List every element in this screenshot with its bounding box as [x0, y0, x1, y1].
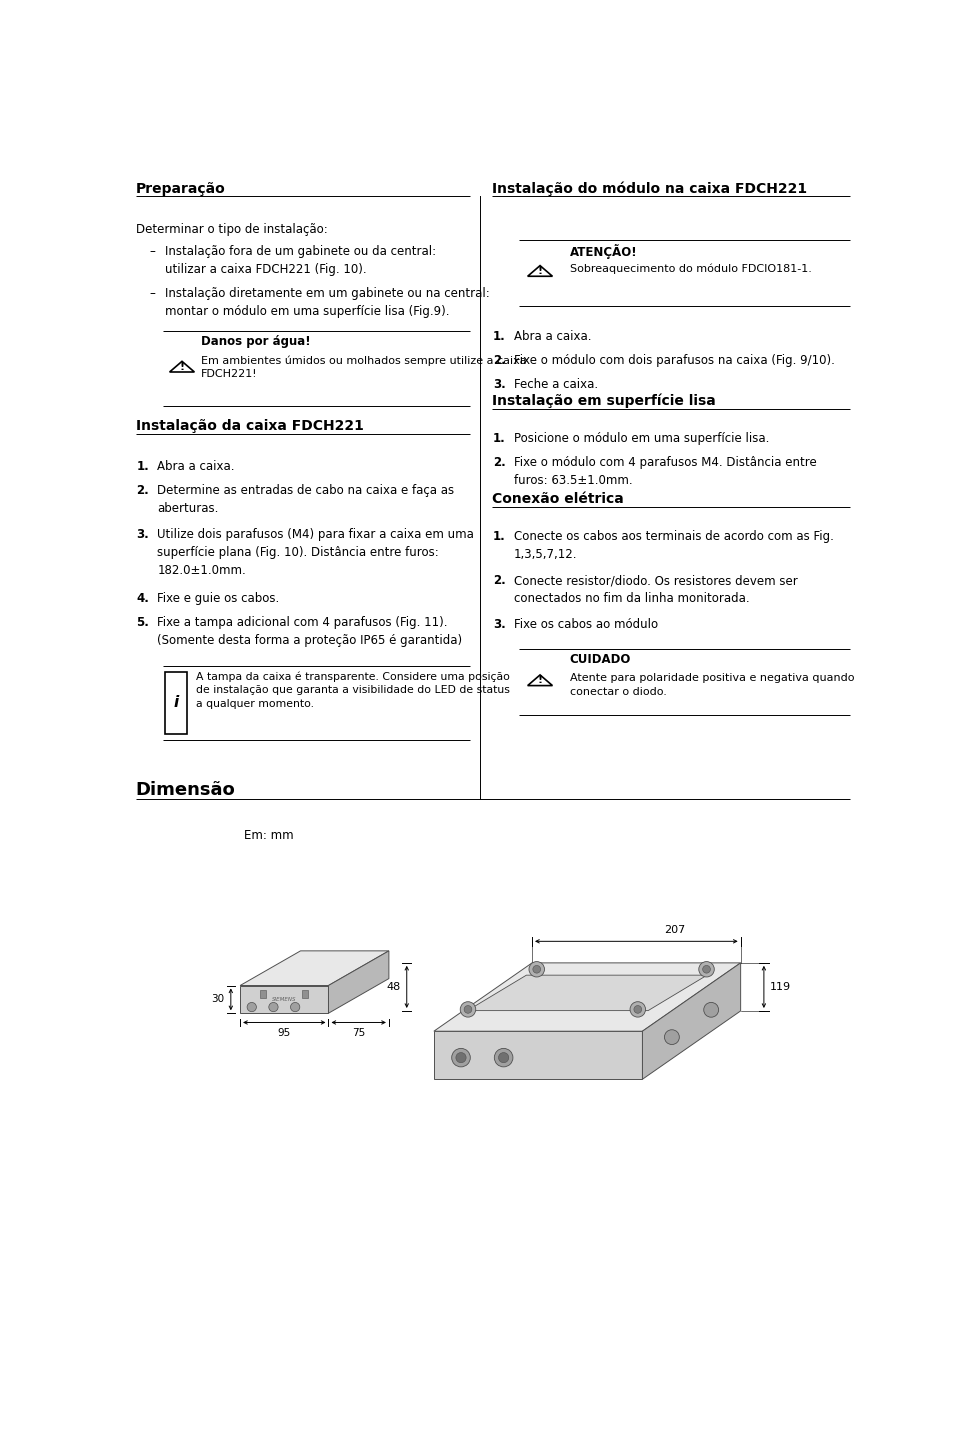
Text: 1.: 1. — [492, 530, 506, 543]
Circle shape — [460, 1002, 476, 1017]
Text: Fixe o módulo com dois parafusos na caixa (Fig. 9/10).: Fixe o módulo com dois parafusos na caix… — [514, 354, 834, 367]
Text: Abra a caixa.: Abra a caixa. — [514, 330, 591, 343]
Text: 5.: 5. — [136, 616, 149, 629]
Text: 95: 95 — [277, 1027, 291, 1037]
Text: 1.: 1. — [492, 432, 506, 446]
Text: !: ! — [180, 362, 184, 372]
Text: Atente para polaridade positiva e negativa quando
conectar o diodo.: Atente para polaridade positiva e negati… — [569, 673, 854, 697]
Text: 4.: 4. — [136, 592, 149, 604]
Text: 2.: 2. — [492, 574, 506, 587]
Text: 30: 30 — [211, 995, 225, 1005]
Text: !: ! — [538, 676, 542, 684]
Text: 119: 119 — [770, 982, 791, 992]
Text: –: – — [150, 287, 156, 300]
Polygon shape — [240, 950, 389, 986]
Text: Conecte resistor/diodo. Os resistores devem ser
conectados no fim da linha monit: Conecte resistor/diodo. Os resistores de… — [514, 574, 798, 606]
Text: Instalação fora de um gabinete ou da central:
utilizar a caixa FDCH221 (Fig. 10): Instalação fora de um gabinete ou da cen… — [165, 246, 436, 276]
Text: 1.: 1. — [136, 460, 149, 473]
Text: i: i — [173, 696, 179, 710]
Text: 207: 207 — [664, 925, 685, 935]
Text: Sobreaquecimento do módulo FDCIO181-1.: Sobreaquecimento do módulo FDCIO181-1. — [569, 264, 811, 274]
Text: A tampa da caixa é transparente. Considere uma posição
de instalação que garanta: A tampa da caixa é transparente. Conside… — [196, 672, 510, 709]
Text: Em ambientes úmidos ou molhados sempre utilize a caixa
FDCH221!: Em ambientes úmidos ou molhados sempre u… — [202, 356, 527, 379]
Circle shape — [634, 1006, 641, 1013]
Text: Determinar o tipo de instalação:: Determinar o tipo de instalação: — [135, 223, 327, 236]
Text: Abra a caixa.: Abra a caixa. — [157, 460, 234, 473]
Text: 48: 48 — [386, 982, 400, 992]
Text: ATENÇÃO!: ATENÇÃO! — [569, 244, 637, 259]
Text: Instalação da caixa FDCH221: Instalação da caixa FDCH221 — [135, 419, 364, 433]
Text: Conecte os cabos aos terminais de acordo com as Fig.
1,3,5,7,12.: Conecte os cabos aos terminais de acordo… — [514, 530, 833, 562]
Circle shape — [699, 962, 714, 977]
Polygon shape — [434, 963, 740, 1032]
Text: 2.: 2. — [492, 354, 506, 367]
Circle shape — [630, 1002, 645, 1017]
Text: Em: mm: Em: mm — [244, 829, 294, 843]
Polygon shape — [240, 986, 328, 1013]
Text: !: ! — [538, 266, 542, 276]
Text: 75: 75 — [352, 1027, 366, 1037]
Text: Fixe os cabos ao módulo: Fixe os cabos ao módulo — [514, 619, 658, 632]
Circle shape — [533, 966, 540, 973]
Text: Dimensão: Dimensão — [135, 780, 235, 799]
Circle shape — [704, 1002, 719, 1017]
Text: Fixe e guie os cabos.: Fixe e guie os cabos. — [157, 592, 279, 604]
Text: Feche a caixa.: Feche a caixa. — [514, 379, 598, 392]
Polygon shape — [642, 963, 740, 1079]
Polygon shape — [328, 950, 389, 1013]
Text: CUIDADO: CUIDADO — [569, 653, 631, 666]
Text: Posicione o módulo em uma superfície lisa.: Posicione o módulo em uma superfície lis… — [514, 432, 769, 446]
Text: SIEMENS: SIEMENS — [272, 997, 297, 1002]
Text: Utilize dois parafusos (M4) para fixar a caixa em uma
superfície plana (Fig. 10): Utilize dois parafusos (M4) para fixar a… — [157, 527, 474, 577]
Circle shape — [247, 1003, 256, 1012]
FancyBboxPatch shape — [259, 990, 266, 997]
Text: Instalação em superfície lisa: Instalação em superfície lisa — [492, 393, 716, 409]
Text: 1.: 1. — [492, 330, 506, 343]
Text: –: – — [150, 246, 156, 259]
Text: Fixe a tampa adicional com 4 parafusos (Fig. 11).
(Somente desta forma a proteçã: Fixe a tampa adicional com 4 parafusos (… — [157, 616, 463, 647]
FancyBboxPatch shape — [165, 672, 186, 733]
Circle shape — [291, 1003, 300, 1012]
Circle shape — [494, 1049, 513, 1067]
Circle shape — [269, 1003, 278, 1012]
Circle shape — [452, 1049, 470, 1067]
Circle shape — [456, 1053, 467, 1063]
Circle shape — [464, 1006, 472, 1013]
Circle shape — [529, 962, 544, 977]
Text: 3.: 3. — [136, 527, 149, 542]
Polygon shape — [434, 1032, 642, 1079]
Text: Danos por água!: Danos por água! — [202, 336, 311, 349]
Circle shape — [664, 1030, 680, 1045]
Text: Preparação: Preparação — [135, 181, 226, 196]
Text: 2.: 2. — [136, 484, 149, 497]
Text: 3.: 3. — [492, 379, 506, 392]
Text: 2.: 2. — [492, 456, 506, 470]
Text: Instalação diretamente em um gabinete ou na central:
montar o módulo em uma supe: Instalação diretamente em um gabinete ou… — [165, 287, 490, 319]
FancyBboxPatch shape — [302, 990, 308, 997]
Text: Determine as entradas de cabo na caixa e faça as
aberturas.: Determine as entradas de cabo na caixa e… — [157, 484, 454, 514]
Text: Fixe o módulo com 4 parafusos M4. Distância entre
furos: 63.5±1.0mm.: Fixe o módulo com 4 parafusos M4. Distân… — [514, 456, 816, 487]
Circle shape — [703, 966, 710, 973]
Polygon shape — [468, 975, 708, 1010]
Circle shape — [498, 1053, 509, 1063]
Text: Instalação do módulo na caixa FDCH221: Instalação do módulo na caixa FDCH221 — [492, 181, 807, 196]
Text: 3.: 3. — [492, 619, 506, 632]
Text: Conexão elétrica: Conexão elétrica — [492, 492, 624, 506]
